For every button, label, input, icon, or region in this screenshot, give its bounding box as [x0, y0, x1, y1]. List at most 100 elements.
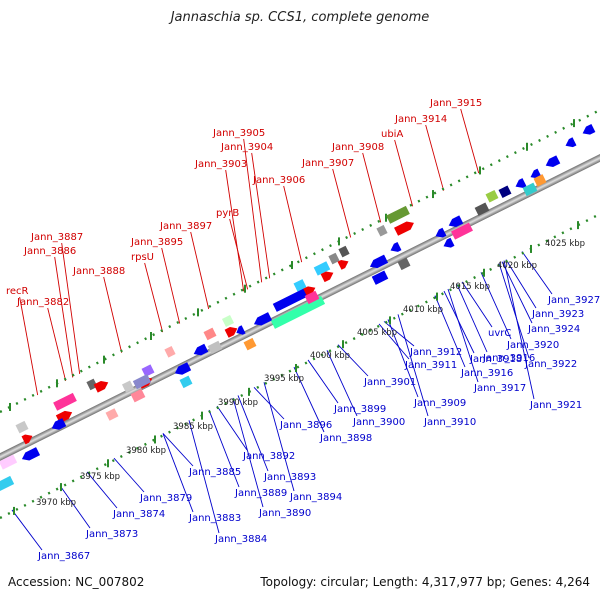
leader-line — [11, 509, 43, 551]
gene-feature — [371, 270, 389, 285]
gene-label: Jann_3912 — [409, 347, 462, 358]
leader-line — [232, 397, 264, 508]
gene-feature — [51, 418, 67, 430]
gene-feature — [272, 288, 308, 312]
gene-feature — [270, 295, 326, 329]
leader-line — [237, 395, 269, 472]
leader-line — [19, 296, 39, 396]
gene-feature — [293, 279, 307, 292]
gene-label: Jann_3922 — [524, 359, 577, 370]
gene-label: ubiA — [381, 129, 403, 140]
gene-feature — [174, 362, 192, 375]
accession-text: Accession: NC_007802 — [8, 575, 145, 589]
gene-label: Jann_3890 — [258, 508, 311, 519]
tick-label: 4015 kbp — [450, 282, 490, 292]
gene-feature — [545, 155, 561, 167]
gene-label: Jann_3905 — [212, 128, 265, 139]
leader-line — [456, 284, 488, 353]
leader-line — [61, 242, 81, 374]
gene-feature — [485, 189, 499, 203]
leader-line — [387, 319, 419, 398]
tick-label: 3985 kbp — [173, 422, 213, 432]
gene-feature — [121, 380, 135, 393]
gene-feature — [141, 364, 155, 377]
tick-label: 3980 kbp — [126, 446, 166, 456]
gene-feature — [0, 475, 15, 492]
gene-label: Jann_3914 — [394, 114, 447, 125]
gene-feature — [522, 182, 538, 197]
tick-label: 4000 kbp — [310, 351, 350, 361]
leader-line — [480, 272, 512, 340]
gene-feature — [105, 408, 119, 421]
leader-line — [460, 108, 480, 174]
leader-line — [113, 457, 145, 493]
leader-line — [216, 405, 248, 451]
gene-feature — [328, 252, 340, 265]
gene-label: Jann_3874 — [112, 509, 165, 520]
gene-label: Jann_3896 — [279, 420, 332, 431]
gene-label: Jann_3888 — [72, 266, 125, 277]
gene-label: Jann_3924 — [527, 324, 580, 335]
leader-line — [283, 185, 303, 263]
leader-line — [253, 386, 285, 420]
gene-label: Jann_3893 — [263, 472, 316, 483]
gene-label: uvrC — [488, 328, 511, 339]
leader-line — [498, 263, 530, 359]
gene-feature — [179, 375, 193, 389]
gene-feature — [164, 345, 176, 358]
gene-feature — [443, 237, 455, 248]
leader-line — [505, 259, 537, 309]
gene-label: Jann_3898 — [319, 433, 372, 444]
gene-feature — [224, 327, 238, 338]
gene-feature — [132, 374, 152, 390]
gene-label: Jann_3916 — [482, 353, 535, 364]
gene-feature — [474, 202, 490, 216]
leader-line — [188, 420, 220, 534]
gene-label: Jann_3910 — [423, 417, 476, 428]
gene-label: Jann_3873 — [85, 529, 138, 540]
gene-label: Jann_3904 — [220, 142, 273, 153]
gene-feature — [498, 185, 512, 199]
gene-label: Jann_3927 — [547, 295, 600, 306]
tick-label: 4020 kbp — [497, 261, 537, 271]
gene-label: Jann_3882 — [16, 297, 69, 308]
gene-feature — [390, 242, 402, 252]
gene-feature — [565, 137, 577, 148]
leader-line — [263, 382, 295, 492]
gene-feature — [0, 454, 18, 470]
gene-label: pyrB — [216, 208, 239, 219]
gene-label: Jann_3883 — [188, 513, 241, 524]
gene-feature — [130, 388, 146, 403]
gene-feature — [582, 123, 596, 135]
tick-label: 4025 kbp — [545, 239, 585, 249]
gene-label: Jann_3917 — [473, 383, 526, 394]
leader-line — [293, 366, 325, 433]
tick-label: 4010 kbp — [403, 305, 443, 315]
gene-label: Jann_3884 — [214, 534, 267, 545]
tick-label: 3990 kbp — [218, 398, 258, 408]
gene-label: Jann_3887 — [30, 232, 83, 243]
gene-label: Jann_3897 — [159, 221, 212, 232]
gene-label: Jann_3886 — [23, 246, 76, 257]
gene-label: Jann_3918 — [469, 354, 522, 365]
gene-feature — [515, 178, 527, 188]
leader-line — [362, 152, 382, 223]
leader-line — [501, 261, 533, 324]
gene-feature — [320, 271, 334, 283]
gene-label: Jann_3901 — [363, 377, 416, 388]
tick-marks — [9, 119, 579, 515]
leader-line — [103, 276, 123, 353]
leader-line — [383, 321, 415, 347]
gene-label: Jann_3920 — [506, 340, 559, 351]
leader-line — [161, 247, 181, 324]
gene-feature — [369, 254, 389, 269]
leader-line — [162, 433, 194, 467]
leader-line — [337, 344, 369, 377]
leader-line — [59, 485, 91, 529]
leader-line — [208, 409, 240, 488]
gene-feature — [86, 378, 98, 391]
leader-line — [326, 350, 358, 417]
leader-line — [251, 152, 271, 279]
gene-feature — [207, 340, 223, 355]
leader-line — [190, 231, 210, 310]
